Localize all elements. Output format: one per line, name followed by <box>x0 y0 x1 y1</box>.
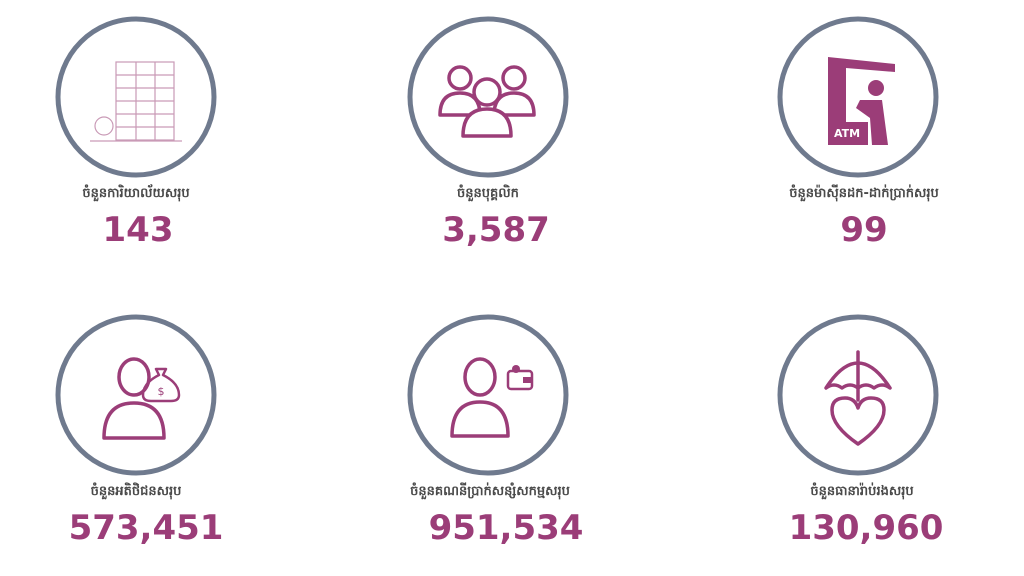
building-icon <box>90 61 182 142</box>
atm-icon: ATM <box>828 57 895 145</box>
insurance-icon <box>824 350 892 446</box>
dollar-sign: $ <box>158 385 165 398</box>
stat-card: ចំនួនធានារ៉ាប់រងសរុប 130,960 <box>777 314 944 548</box>
stat-label: ចំនួនម៉ាស៊ីនដក-ដាក់ប្រាក់សរុប <box>789 184 939 202</box>
stat-label: ចំនួនអតិថិជនសរុប <box>91 482 182 500</box>
account-icon <box>450 357 534 438</box>
stat-label: ចំនួនបុគ្គលិក <box>457 184 519 202</box>
stat-card: ATM ចំនួនម៉ាស៊ីនដក-ដាក់ប្រាក់សរុប 99 <box>777 16 939 250</box>
stat-value: 99 <box>840 210 887 250</box>
stat-label: ចំនួនគណនីប្រាក់សន្សំសកម្មសរុប <box>410 482 570 500</box>
stat-card: ចំនួនការិយាល័យសរុប 143 <box>55 16 217 250</box>
stat-card: ចំនួនបុគ្គលិក 3,587 <box>407 16 569 250</box>
stat-label: ចំនួនធានារ៉ាប់រងសរុប <box>810 482 913 500</box>
stat-value: 143 <box>103 210 174 250</box>
stat-label: ចំនួនការិយាល័យសរុប <box>82 184 189 202</box>
stat-value: 130,960 <box>789 508 944 548</box>
atm-text: ATM <box>834 127 860 140</box>
stat-value: 573,451 <box>69 508 224 548</box>
people-icon <box>438 65 536 138</box>
stat-value: 951,534 <box>429 508 584 548</box>
icon-ring <box>777 16 939 178</box>
customer-icon: $ <box>102 357 181 440</box>
stat-card: ចំនួនគណនីប្រាក់សន្សំសកម្មសរុប 951,534 <box>407 314 584 548</box>
stat-value: 3,587 <box>442 210 550 250</box>
icon-ring <box>407 314 569 476</box>
stat-card: $ ចំនួនអតិថិជនសរុប 573,451 <box>55 314 224 548</box>
